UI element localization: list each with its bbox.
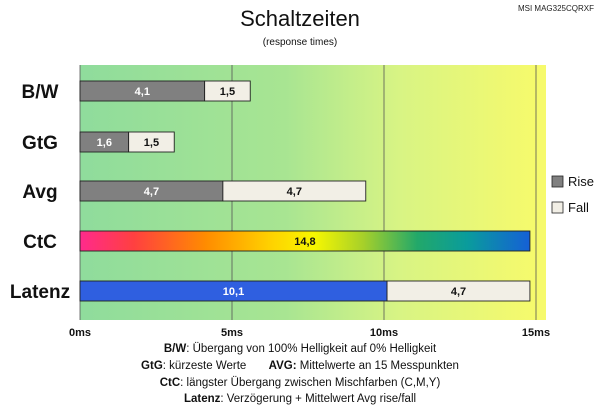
x-tick-label: 5ms <box>221 327 243 339</box>
footnote-latenz-text: : Verzögerung + Mittelwert Avg rise/fall <box>220 393 417 405</box>
bar-fall-label: 1,5 <box>220 86 235 98</box>
footnote-latenz-key: Latenz <box>183 393 221 405</box>
legend-label-rise: Rise <box>568 174 594 189</box>
footnote-latenz: Latenz: Verzögerung + Mittelwert Avg ris… <box>0 393 600 405</box>
bar-rise-label: 4,1 <box>135 86 150 98</box>
chart-subtitle: (response times) <box>262 37 338 48</box>
x-tick-label: 0ms <box>69 327 91 339</box>
monitor-model-label: MSI MAG325CQRXF <box>517 4 594 13</box>
bar-fall <box>204 80 251 102</box>
chart-title: Schaltzeiten <box>240 6 360 31</box>
plot-area-fill-right <box>536 65 546 320</box>
footnote-gtg-key: GtG <box>141 360 163 372</box>
bar-fall-label: 4,7 <box>287 186 302 198</box>
bar-fall-label: 1,5 <box>144 137 159 149</box>
bar-fall <box>222 180 367 202</box>
footnote-bw: B/W: Übergang von 100% Helligkeit auf 0%… <box>0 343 600 355</box>
legend-swatch-rise <box>551 175 564 188</box>
category-label: B/W <box>22 82 59 103</box>
bar-rise <box>79 230 531 252</box>
footnote-avg-text: Mittelwerte an 15 Messpunkten <box>296 360 459 372</box>
x-tick-label: 10ms <box>370 327 398 339</box>
category-label: CtC <box>23 232 57 253</box>
bar-rise-label: 10,1 <box>223 286 244 298</box>
bar-rise-label: 14,8 <box>294 236 315 248</box>
bar-rise-label: 4,7 <box>144 186 159 198</box>
footnote-gtg-avg: GtG: kürzeste Werte AVG: Mittelwerte an … <box>0 360 600 372</box>
legend-swatch-fall <box>551 201 564 214</box>
category-label: Avg <box>22 182 57 203</box>
footnote-avg-key: AVG: <box>268 360 297 372</box>
legend-label-fall: Fall <box>568 200 589 215</box>
bar-fall <box>386 280 531 302</box>
footnote-ctc-text: : längster Übergang zwischen Mischfarben… <box>180 377 441 389</box>
category-label: GtG <box>22 133 58 154</box>
footnote-ctc-key: CtC <box>159 377 181 389</box>
x-tick-label: 15ms <box>522 327 550 339</box>
footnote-gtg-text: : kürzeste Werte <box>162 360 247 372</box>
footnote-ctc: CtC: längster Übergang zwischen Mischfar… <box>0 377 600 389</box>
footnote-bw-key: B/W <box>163 343 187 355</box>
category-label: Latenz <box>10 282 70 303</box>
footnote-bw-text: : Übergang von 100% Helligkeit auf 0% He… <box>186 343 437 355</box>
bar-fall <box>128 131 175 153</box>
bar-rise-label: 1,6 <box>97 137 112 149</box>
bar-fall-label: 4,7 <box>451 286 466 298</box>
